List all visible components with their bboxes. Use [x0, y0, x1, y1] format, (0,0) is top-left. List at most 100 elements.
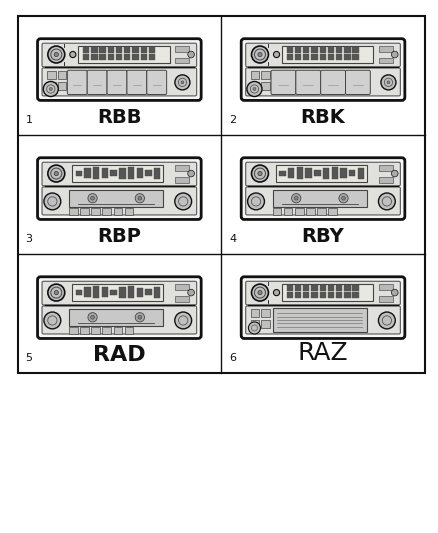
Bar: [379, 285, 393, 290]
Bar: [379, 296, 393, 302]
Bar: [108, 54, 114, 60]
Bar: [261, 309, 270, 317]
FancyBboxPatch shape: [246, 162, 400, 186]
Bar: [80, 208, 89, 215]
Bar: [108, 47, 114, 53]
Bar: [379, 58, 393, 63]
Bar: [116, 47, 122, 53]
Bar: [99, 54, 106, 60]
FancyBboxPatch shape: [271, 70, 296, 94]
Bar: [353, 47, 359, 53]
Bar: [286, 292, 293, 298]
Bar: [328, 208, 337, 215]
FancyBboxPatch shape: [246, 187, 400, 215]
Circle shape: [392, 170, 398, 177]
Bar: [261, 320, 270, 328]
Text: 5: 5: [25, 353, 32, 363]
Bar: [328, 292, 334, 298]
Circle shape: [175, 312, 191, 329]
Circle shape: [251, 46, 268, 63]
Bar: [125, 327, 134, 334]
FancyBboxPatch shape: [246, 68, 400, 96]
Bar: [251, 320, 259, 328]
Circle shape: [247, 82, 262, 96]
FancyBboxPatch shape: [241, 158, 405, 220]
Bar: [344, 54, 350, 60]
Bar: [305, 168, 312, 178]
Bar: [303, 292, 310, 298]
Bar: [279, 171, 286, 176]
Text: RBB: RBB: [97, 108, 141, 127]
Circle shape: [248, 322, 261, 334]
Bar: [311, 286, 318, 292]
Bar: [349, 170, 355, 176]
Circle shape: [175, 75, 190, 90]
Circle shape: [258, 172, 262, 176]
Circle shape: [258, 52, 262, 56]
Bar: [320, 286, 326, 292]
Bar: [284, 208, 293, 215]
Bar: [311, 292, 318, 298]
Bar: [124, 47, 131, 53]
Bar: [306, 208, 315, 215]
Bar: [276, 165, 367, 182]
Circle shape: [88, 193, 97, 203]
FancyBboxPatch shape: [42, 43, 197, 67]
Circle shape: [91, 196, 95, 200]
FancyBboxPatch shape: [67, 70, 87, 94]
Bar: [353, 54, 359, 60]
Bar: [328, 47, 334, 53]
Bar: [353, 286, 359, 292]
Circle shape: [188, 289, 194, 296]
Text: 3: 3: [25, 234, 32, 244]
Bar: [76, 290, 82, 295]
Circle shape: [44, 312, 61, 329]
Bar: [251, 82, 259, 90]
Bar: [102, 287, 108, 297]
Bar: [149, 47, 155, 53]
Bar: [297, 167, 303, 180]
Bar: [303, 286, 310, 292]
Circle shape: [188, 51, 194, 58]
Bar: [145, 170, 152, 176]
Bar: [314, 171, 321, 176]
Bar: [323, 168, 329, 179]
FancyBboxPatch shape: [147, 70, 166, 94]
Circle shape: [292, 193, 301, 203]
Circle shape: [135, 193, 145, 203]
Bar: [311, 47, 318, 53]
Bar: [175, 58, 189, 63]
FancyBboxPatch shape: [246, 281, 400, 305]
Bar: [85, 168, 91, 179]
Bar: [379, 46, 393, 52]
FancyBboxPatch shape: [241, 39, 405, 100]
Bar: [124, 54, 131, 60]
Bar: [93, 167, 99, 180]
Bar: [113, 327, 122, 334]
Circle shape: [43, 82, 58, 96]
Circle shape: [392, 51, 398, 58]
Bar: [128, 167, 134, 180]
Bar: [113, 208, 122, 215]
Bar: [119, 168, 126, 179]
Circle shape: [247, 193, 265, 210]
Text: 2: 2: [229, 115, 237, 125]
Bar: [69, 327, 78, 334]
Bar: [379, 177, 393, 182]
Bar: [91, 47, 98, 53]
Circle shape: [273, 289, 279, 296]
Bar: [344, 47, 350, 53]
Bar: [336, 54, 343, 60]
Bar: [57, 71, 66, 79]
Bar: [57, 82, 66, 90]
Bar: [91, 327, 100, 334]
Bar: [145, 289, 152, 295]
Bar: [47, 82, 56, 90]
FancyBboxPatch shape: [38, 277, 201, 338]
Bar: [141, 47, 147, 53]
Bar: [295, 292, 301, 298]
FancyBboxPatch shape: [346, 70, 370, 94]
FancyBboxPatch shape: [42, 281, 197, 305]
Bar: [80, 327, 89, 334]
Bar: [286, 286, 293, 292]
